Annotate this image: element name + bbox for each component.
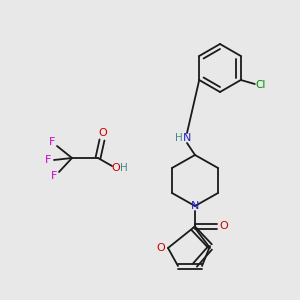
Text: H: H	[120, 163, 128, 173]
Text: O: O	[220, 221, 228, 231]
Text: F: F	[49, 137, 55, 147]
Text: H: H	[175, 133, 183, 143]
Text: F: F	[51, 171, 57, 181]
Text: O: O	[99, 128, 107, 138]
Text: O: O	[112, 163, 120, 173]
Text: F: F	[45, 155, 51, 165]
Text: O: O	[157, 243, 165, 253]
Text: Cl: Cl	[256, 80, 266, 90]
Text: N: N	[183, 133, 191, 143]
Text: N: N	[191, 201, 199, 211]
